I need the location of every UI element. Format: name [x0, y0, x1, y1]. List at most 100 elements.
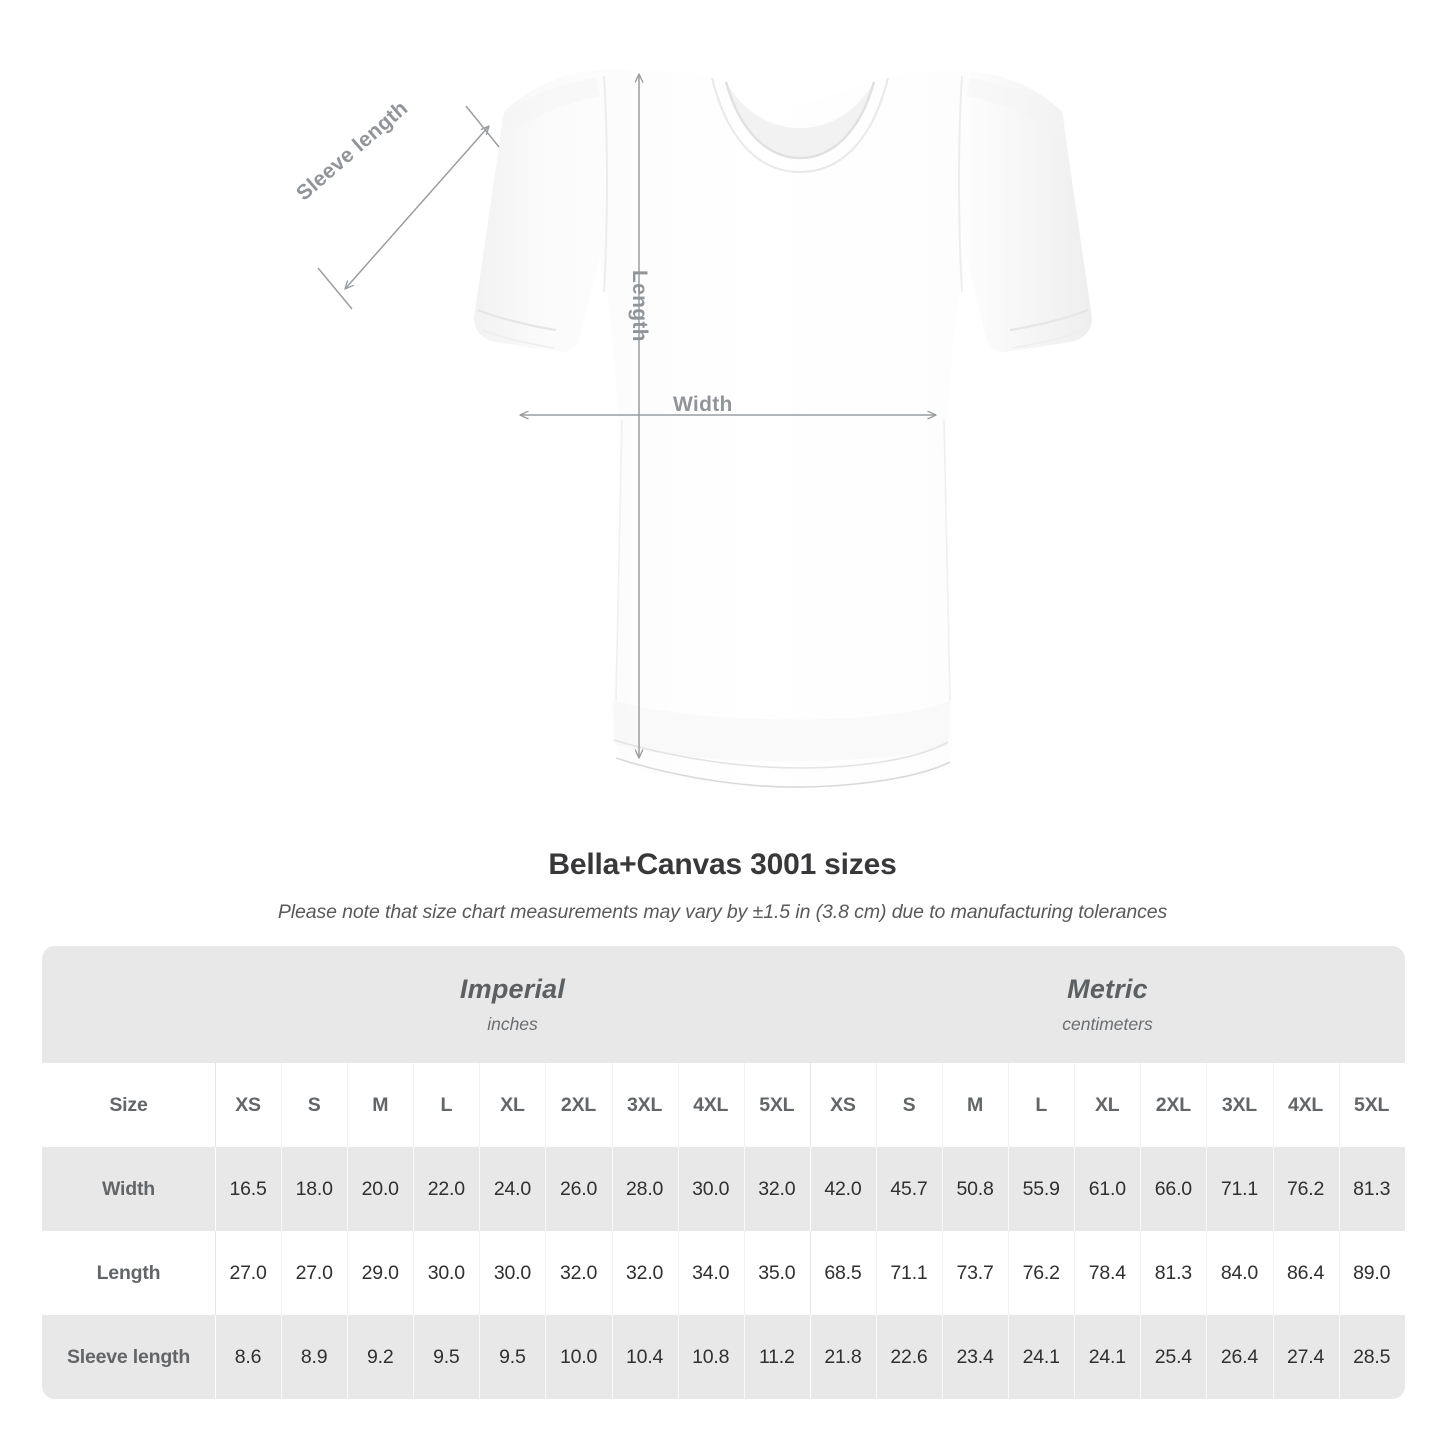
table-cell: 71.1: [875, 1231, 942, 1315]
tolerance-note: Please note that size chart measurements…: [277, 901, 1168, 923]
table-cell: 45.7: [875, 1147, 942, 1231]
table-cell: 16.5: [215, 1147, 281, 1231]
table-cell: 32.0: [545, 1231, 611, 1315]
sleeve-cuffs: [477, 308, 1089, 332]
table-cell: 22.0: [413, 1147, 479, 1231]
table-cell: 71.1: [1206, 1147, 1272, 1231]
table-cell: 8.9: [281, 1315, 347, 1399]
table-cell: 22.6: [875, 1315, 942, 1399]
table-row: Width 16.5 18.0 20.0 22.0 24.0 26.0 28.0 30.0 32…: [42, 1147, 1405, 1231]
unit-system-metric: Metric centimeters: [810, 946, 1405, 1063]
size-column-header: XS: [809, 1063, 876, 1147]
table-cell: 18.0: [281, 1147, 347, 1231]
size-column-header: XL: [479, 1063, 545, 1147]
table-cell: 30.0: [479, 1231, 545, 1315]
size-column-header: L: [1008, 1063, 1074, 1147]
table-cell: 55.9: [1008, 1147, 1074, 1231]
table-header-row: Size XS S M L XL 2XL 3XL 4XL 5XL XS S M L XL 2XL 3XL 4XL…: [42, 1063, 1405, 1147]
side-seams: [615, 419, 951, 701]
size-column-header: L: [413, 1063, 479, 1147]
table-cell: 42.0: [809, 1147, 876, 1231]
table-cell: 9.5: [413, 1315, 479, 1399]
table-cell: 66.0: [1140, 1147, 1206, 1231]
table-cell: 76.2: [1272, 1147, 1339, 1231]
table-cell: 9.2: [347, 1315, 413, 1399]
tshirt-silhouette: [474, 70, 1092, 788]
table-cell: 76.2: [1008, 1231, 1074, 1315]
table-cell: 78.4: [1074, 1231, 1140, 1315]
size-column-header: S: [875, 1063, 942, 1147]
table-row: Length 27.0 27.0 29.0 30.0 30.0 32.0 32.0 34.0 3…: [42, 1231, 1405, 1315]
collar: [711, 77, 889, 174]
shoulder-seams: [603, 75, 963, 293]
table-cell: 61.0: [1074, 1147, 1140, 1231]
unit-system-header: Imperial inches Metric centimeters: [42, 946, 1405, 1063]
row-label: Sleeve length: [66, 1345, 191, 1368]
size-column-header: XL: [1074, 1063, 1140, 1147]
table-cell: 28.0: [611, 1147, 678, 1231]
title-block: Bella+Canvas 3001 sizes Please note that…: [0, 848, 1445, 924]
table-cell: 10.4: [611, 1315, 678, 1399]
sleeve-hems: [481, 329, 1085, 349]
unit-system-imperial-unit: inches: [487, 1014, 538, 1034]
size-row-label: Size: [109, 1093, 148, 1116]
table-cell: 29.0: [347, 1231, 413, 1315]
table-cell: 89.0: [1338, 1231, 1405, 1315]
sleeve-length-dimension: [317, 105, 500, 310]
size-column-header: 3XL: [1206, 1063, 1272, 1147]
table-cell: 32.0: [611, 1231, 678, 1315]
size-table: Imperial inches Metric centimeters Size …: [42, 946, 1405, 1399]
table-cell: 86.4: [1272, 1231, 1339, 1315]
unit-header-spacer: [42, 946, 215, 1063]
table-cell: 10.0: [545, 1315, 611, 1399]
table-cell: 30.0: [677, 1147, 744, 1231]
table-row: Sleeve length 8.6 8.9 9.2 9.5 9.5 10.0 10.4 10.…: [42, 1315, 1405, 1399]
size-column-header: 5XL: [1338, 1063, 1405, 1147]
size-column-header: 5XL: [743, 1063, 810, 1147]
table-cell: 10.8: [677, 1315, 744, 1399]
size-column-header: 4XL: [1272, 1063, 1339, 1147]
fabric-shading: [500, 78, 1066, 762]
table-cell: 23.4: [942, 1315, 1008, 1399]
unit-system-metric-name: Metric: [1067, 974, 1148, 1004]
table-cell: 34.0: [677, 1231, 744, 1315]
table-cell: 26.4: [1206, 1315, 1272, 1399]
table-cell: 68.5: [809, 1231, 876, 1315]
table-cell: 32.0: [743, 1147, 810, 1231]
table-cell: 21.8: [809, 1315, 876, 1399]
row-label: Length: [96, 1261, 161, 1284]
hem: [613, 739, 951, 788]
size-column-header: M: [347, 1063, 413, 1147]
table-cell: 27.0: [281, 1231, 347, 1315]
table-cell: 24.0: [479, 1147, 545, 1231]
page-title: Bella+Canvas 3001 sizes: [548, 848, 897, 881]
table-cell: 27.0: [215, 1231, 281, 1315]
size-column-header: 3XL: [611, 1063, 678, 1147]
table-cell: 8.6: [215, 1315, 281, 1399]
size-column-header: 2XL: [545, 1063, 611, 1147]
table-cell: 81.3: [1140, 1231, 1206, 1315]
unit-system-imperial: Imperial inches: [215, 946, 810, 1063]
table-cell: 25.4: [1140, 1315, 1206, 1399]
garment-diagram: Sleeve length Length Width: [292, 70, 1092, 788]
table-cell: 50.8: [942, 1147, 1008, 1231]
size-column-header: M: [942, 1063, 1008, 1147]
table-cell: 84.0: [1206, 1231, 1272, 1315]
unit-system-imperial-name: Imperial: [459, 974, 566, 1004]
table-cell: 35.0: [743, 1231, 810, 1315]
row-label: Width: [102, 1177, 155, 1200]
table-cell: 20.0: [347, 1147, 413, 1231]
table-cell: 28.5: [1338, 1315, 1405, 1399]
table-cell: 81.3: [1338, 1147, 1405, 1231]
table-cell: 11.2: [743, 1315, 810, 1399]
table-cell: 30.0: [413, 1231, 479, 1315]
table-cell: 27.4: [1272, 1315, 1339, 1399]
table-cell: 26.0: [545, 1147, 611, 1231]
size-column-header: 4XL: [677, 1063, 744, 1147]
table-cell: 24.1: [1008, 1315, 1074, 1399]
size-column-header: S: [281, 1063, 347, 1147]
unit-system-metric-unit: centimeters: [1062, 1014, 1153, 1034]
size-column-header: 2XL: [1140, 1063, 1206, 1147]
table-cell: 9.5: [479, 1315, 545, 1399]
